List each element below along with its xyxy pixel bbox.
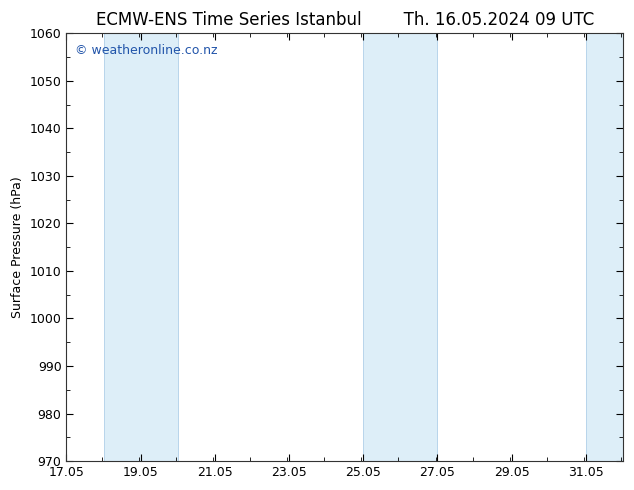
Text: © weatheronline.co.nz: © weatheronline.co.nz: [75, 44, 217, 57]
Title: ECMW-ENS Time Series Istanbul        Th. 16.05.2024 09 UTC: ECMW-ENS Time Series Istanbul Th. 16.05.…: [96, 11, 594, 29]
Bar: [103, 33, 178, 461]
Bar: [586, 33, 623, 461]
Bar: [363, 33, 437, 461]
Y-axis label: Surface Pressure (hPa): Surface Pressure (hPa): [11, 176, 24, 318]
